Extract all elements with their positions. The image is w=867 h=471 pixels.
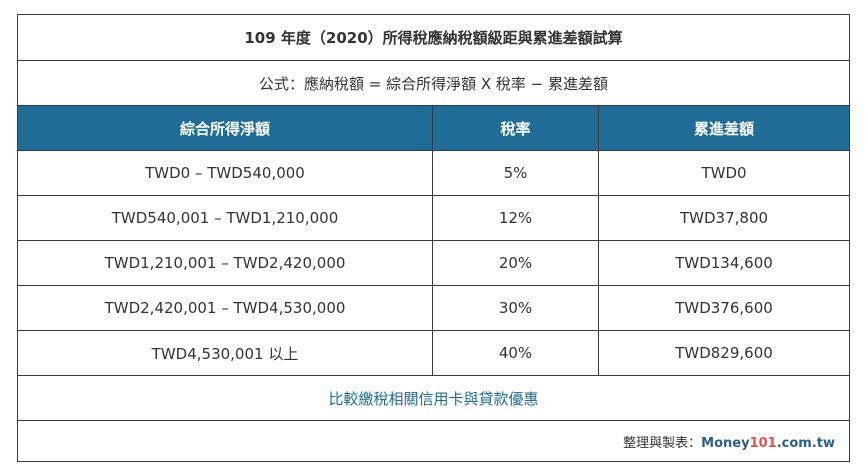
progressive-difference: TWD376,600 [597,285,851,331]
footer-label: 整理與製表： [623,435,702,451]
tax-rate: 30% [432,285,599,331]
tax-rate: 12% [432,195,599,241]
column-header-progressive-difference: 累進差額 [597,105,851,151]
formula-row: 公式：應納稅額 = 綜合所得淨額 X 稅率 − 累進差額 [16,60,851,106]
link-row: 比較繳稅相關信用卡與貸款優惠 [16,375,851,421]
progressive-difference: TWD134,600 [597,240,851,286]
tax-rate: 5% [432,150,599,196]
brand-number: 101 [749,435,777,451]
income-range: TWD1,210,001 – TWD2,420,000 [17,240,433,286]
brand-domain: .com.tw [776,435,836,451]
table-row: TWD540,001 – TWD1,210,000 12% TWD37,800 [17,195,851,241]
formula-text: 公式：應納稅額 = 綜合所得淨額 X 稅率 − 累進差額 [16,60,851,106]
income-range: TWD540,001 – TWD1,210,000 [17,195,433,241]
table-title: 109 年度（2020）所得稅應納稅額級距與累進差額試算 [16,14,851,61]
footer-row: 整理與製表：Money101.com.tw [16,420,851,462]
footer-cell: 整理與製表：Money101.com.tw [16,420,851,462]
column-header-tax-rate: 稅率 [432,105,599,151]
tax-rate: 40% [432,330,599,376]
tax-table-container: 109 年度（2020）所得稅應納稅額級距與累進差額試算 公式：應納稅額 = 綜… [16,14,851,462]
income-range: TWD0 – TWD540,000 [17,150,433,196]
progressive-difference: TWD0 [597,150,851,196]
table-row: TWD1,210,001 – TWD2,420,000 20% TWD134,6… [17,240,851,286]
column-header-net-income: 綜合所得淨額 [17,105,433,151]
table-row: TWD2,420,001 – TWD4,530,000 30% TWD376,6… [17,285,851,331]
table-row: TWD0 – TWD540,000 5% TWD0 [17,150,851,196]
income-range: TWD2,420,001 – TWD4,530,000 [17,285,433,331]
link-cell: 比較繳稅相關信用卡與貸款優惠 [16,375,851,421]
tax-bracket-table: 109 年度（2020）所得稅應納稅額級距與累進差額試算 公式：應納稅額 = 綜… [16,14,851,462]
income-range: TWD4,530,001 以上 [17,330,433,376]
progressive-difference: TWD829,600 [597,330,851,376]
compare-credit-card-loan-link[interactable]: 比較繳稅相關信用卡與貸款優惠 [328,389,539,408]
table-title-row: 109 年度（2020）所得稅應納稅額級距與累進差額試算 [16,14,851,61]
column-header-row: 綜合所得淨額 稅率 累進差額 [17,105,851,151]
tax-rate: 20% [432,240,599,286]
brand-logo: Money101.com.tw [701,436,835,451]
brand-name-part: Money [701,435,750,451]
progressive-difference: TWD37,800 [597,195,851,241]
table-row: TWD4,530,001 以上 40% TWD829,600 [17,330,851,376]
